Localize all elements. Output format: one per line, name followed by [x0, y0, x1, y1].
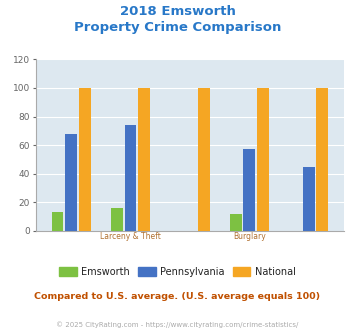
Bar: [65, 134, 77, 231]
Bar: [198, 88, 209, 231]
Bar: [303, 167, 315, 231]
Text: 2018 Emsworth: 2018 Emsworth: [120, 5, 235, 18]
Bar: [244, 149, 255, 231]
Text: Compared to U.S. average. (U.S. average equals 100): Compared to U.S. average. (U.S. average …: [34, 292, 321, 301]
Bar: [257, 88, 269, 231]
Text: © 2025 CityRating.com - https://www.cityrating.com/crime-statistics/: © 2025 CityRating.com - https://www.city…: [56, 322, 299, 328]
Bar: [230, 214, 242, 231]
Bar: [79, 88, 91, 231]
Bar: [111, 208, 123, 231]
Legend: Emsworth, Pennsylvania, National: Emsworth, Pennsylvania, National: [56, 264, 299, 280]
Bar: [125, 125, 136, 231]
Bar: [51, 213, 64, 231]
Bar: [138, 88, 150, 231]
Text: Property Crime Comparison: Property Crime Comparison: [74, 21, 281, 34]
Bar: [316, 88, 328, 231]
